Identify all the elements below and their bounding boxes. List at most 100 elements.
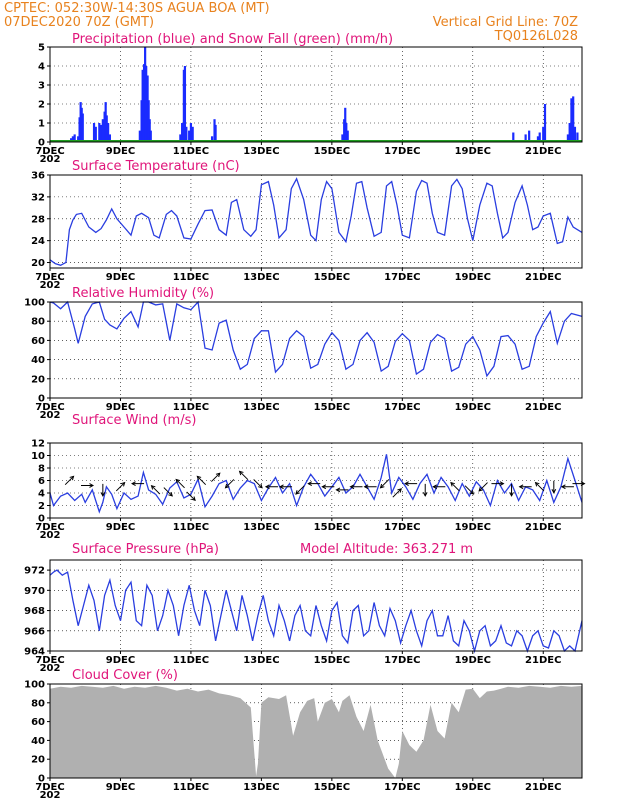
pressure-xtick-label: 7DEC [35, 655, 64, 666]
rh-xtick-label: 15DEC [314, 402, 350, 413]
precip-ytick-label: 5 [38, 43, 45, 54]
wind-arrow-head [321, 484, 327, 490]
temp-xtick-label: 11DEC [173, 272, 209, 283]
wind-arrow [535, 482, 545, 492]
wind-arrow-head [69, 475, 75, 481]
precip-bar [71, 136, 75, 142]
wind-arrow [186, 491, 196, 501]
cloud-panel: 0 20 40 60 80 100 7DEC 9DEC 11DEC 13DEC 15DEC 17DEC… [24, 668, 583, 800]
wind-xtick-label: 7DEC [35, 522, 64, 533]
wind-arrow-head [469, 490, 475, 495]
pressure-xtick-label: 21DEC [525, 655, 561, 666]
rh-ytick-label: 100 [24, 298, 45, 309]
rh-ytick-label: 60 [31, 336, 45, 347]
precip-bar [181, 123, 184, 142]
precip-bar [568, 123, 571, 142]
cloud-ytick-label: 0 [38, 774, 45, 785]
wind-arrow-head [404, 481, 409, 486]
pressure-xtick-label: 17DEC [384, 655, 420, 666]
wind-arrow-head [120, 481, 126, 487]
wind-arrow-head [191, 496, 196, 502]
pressure-ytick-label: 970 [24, 586, 45, 597]
precip-bar [138, 130, 141, 142]
wind-ytick-label: 8 [38, 464, 45, 475]
precip-xtick-label: 15DEC [314, 146, 350, 157]
wind-arrow-head [560, 484, 566, 490]
temp-ytick-label: 24 [31, 236, 45, 247]
cloud-ytick-label: 40 [31, 736, 45, 747]
wind-arrow-head [363, 484, 369, 490]
pressure-xtick-label: 13DEC [243, 655, 279, 666]
cloud-xtick-label: 15DEC [314, 782, 350, 793]
wind-arrow [392, 488, 402, 498]
wind-arrow-head [422, 492, 428, 497]
cloud-ytick-label: 100 [24, 680, 45, 691]
wind-arrow [478, 482, 488, 492]
wind-ytick-label: 6 [38, 476, 45, 487]
wind-arrow-head [100, 492, 106, 497]
cloud-xtick-label: 9DEC [106, 782, 135, 793]
wind-arrow-head [175, 478, 181, 484]
precip-bar [576, 132, 579, 142]
pressure-title: Surface Pressure (hPa) [72, 542, 219, 557]
precip-bar [524, 134, 527, 142]
wind-arrow-head [349, 484, 355, 490]
precip-title: Precipitation (blue) and Snow Fall (gree… [72, 32, 393, 47]
temp-frame [49, 174, 583, 269]
wind-arrow-head [397, 488, 402, 493]
cloud-frame [49, 683, 583, 779]
wind-arrow [464, 485, 474, 495]
pressure-ytick-label: 968 [24, 606, 45, 617]
precip-bar [108, 134, 111, 142]
cloud-ytick-label: 80 [31, 698, 45, 709]
cloud-xtick-label: 13DEC [243, 782, 279, 793]
rh-xtick-label: 13DEC [243, 402, 279, 413]
wind-arrow [295, 485, 305, 495]
precip-bar [105, 115, 108, 142]
wind-arrow [239, 470, 249, 481]
cloud-xtick-label: 21DEC [525, 782, 561, 793]
precip-bar [145, 66, 148, 142]
precip-xtick-label: 19DEC [455, 146, 491, 157]
rh-xtick-label: 11DEC [173, 402, 209, 413]
precip-bar [98, 123, 101, 142]
wind-arrow-head [150, 484, 156, 490]
wind-arrow-head [196, 475, 202, 481]
header-grid-note: Vertical Grid Line: 70Z [433, 15, 578, 30]
precip-bar [536, 136, 540, 142]
temp-xtick-label: 15DEC [314, 272, 350, 283]
precip-bar [183, 66, 187, 142]
wind-arrow-head [534, 481, 540, 487]
precip-bar [185, 126, 188, 142]
precip-bar [73, 134, 76, 142]
precip-bar [572, 96, 575, 142]
precip-bar [542, 126, 545, 142]
wind-arrow-head [224, 483, 230, 489]
pressure-xtick-label: 15DEC [314, 655, 350, 666]
wind-arrow-head [478, 486, 484, 492]
wind-arrow-head [499, 481, 505, 486]
wind-arrow [64, 475, 74, 486]
precip-bar [99, 124, 103, 142]
precip-bar [528, 130, 531, 142]
temp-xtick-label: 17DEC [384, 272, 420, 283]
wind-ytick-label: 4 [38, 489, 45, 500]
wind-xtick-label: 11DEC [173, 522, 209, 533]
wind-arrow-head [335, 487, 341, 493]
wind-xtick-sublabel: 202 [40, 530, 61, 541]
pressure-xtick-label: 11DEC [173, 655, 209, 666]
temp-ytick-label: 32 [31, 192, 45, 203]
rh-ytick-label: 0 [38, 394, 45, 405]
precip-bar [101, 119, 104, 142]
wind-arrow-head [307, 481, 312, 486]
precip-bar [345, 123, 348, 142]
wind-xtick-label: 15DEC [314, 522, 350, 533]
wind-arrow-head [432, 484, 438, 490]
wind-arrow-head [238, 470, 244, 476]
temp-title: Surface Temperature (nC) [72, 159, 240, 174]
rh-xtick-label: 17DEC [384, 402, 420, 413]
precip-xtick-label: 13DEC [243, 146, 279, 157]
rh-frame [49, 301, 583, 399]
precip-xtick-sublabel: 202 [40, 154, 61, 165]
temp-ytick-label: 28 [31, 214, 45, 225]
